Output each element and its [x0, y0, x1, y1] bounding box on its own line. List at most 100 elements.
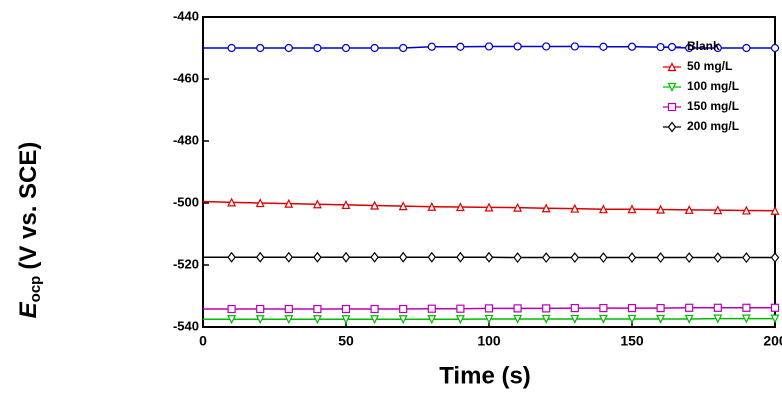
legend-label: 150 mg/L: [687, 99, 739, 113]
legend-label: Blank: [687, 39, 720, 53]
marker: [741, 205, 751, 215]
marker: [427, 42, 436, 51]
marker: [513, 202, 523, 212]
marker: [484, 251, 494, 263]
marker: [599, 42, 608, 51]
marker: [656, 314, 666, 324]
y-axis-label: Eocp (V vs. SCE): [15, 142, 44, 319]
x-tick-label: 100: [477, 333, 501, 349]
marker: [398, 201, 408, 211]
marker: [598, 314, 608, 324]
marker: [513, 252, 522, 264]
marker: [455, 315, 465, 325]
marker: [713, 252, 723, 264]
marker: [227, 304, 236, 314]
marker: [685, 303, 694, 312]
legend-marker: [667, 42, 677, 52]
legend-label: 50 mg/L: [687, 59, 732, 73]
marker: [313, 251, 322, 263]
marker: [312, 315, 322, 325]
marker: [312, 199, 322, 209]
y-tick-label: -440: [173, 8, 199, 23]
y-label-unit: (V vs. SCE): [15, 142, 42, 270]
marker: [742, 303, 751, 312]
marker: [770, 205, 780, 215]
marker: [456, 42, 465, 51]
marker: [456, 304, 465, 313]
legend-marker: [667, 121, 677, 133]
marker: [627, 303, 637, 313]
marker: [599, 252, 608, 264]
x-tick-label: 0: [199, 333, 207, 349]
y-tick-label: -500: [173, 194, 199, 209]
marker: [513, 314, 523, 324]
marker: [541, 252, 551, 264]
legend-label: 100 mg/L: [687, 79, 739, 93]
marker: [684, 252, 694, 264]
marker: [656, 303, 665, 313]
marker: [313, 43, 322, 53]
y-tick-label: -480: [173, 132, 199, 147]
marker: [341, 315, 351, 325]
marker: [541, 314, 551, 324]
marker: [484, 42, 494, 51]
marker: [627, 252, 637, 264]
marker: [255, 198, 265, 208]
marker: [255, 251, 265, 263]
marker: [427, 201, 437, 211]
x-tick-label: 150: [620, 333, 644, 349]
marker: [398, 315, 408, 325]
marker: [370, 200, 380, 210]
x-tick-label: 200: [763, 333, 782, 349]
marker: [256, 43, 265, 53]
marker: [713, 43, 722, 53]
legend-marker: [667, 62, 677, 72]
marker: [484, 202, 494, 212]
marker: [341, 43, 351, 53]
marker: [627, 204, 637, 214]
marker: [713, 205, 723, 215]
marker: [599, 303, 608, 313]
marker: [770, 252, 780, 264]
marker: [713, 314, 723, 324]
x-axis-label: Time (s): [439, 362, 531, 389]
marker: [370, 315, 380, 325]
marker: [284, 304, 293, 314]
marker: [456, 251, 465, 263]
marker: [227, 197, 237, 207]
legend-label: 200 mg/L: [687, 119, 739, 133]
marker: [484, 314, 494, 324]
marker: [427, 304, 436, 313]
marker: [341, 251, 351, 263]
marker: [370, 43, 379, 53]
marker: [370, 251, 379, 263]
y-tick-label: -540: [173, 318, 199, 333]
marker: [656, 252, 665, 264]
marker: [427, 315, 437, 325]
marker: [542, 42, 551, 51]
legend-marker: [667, 82, 677, 92]
marker: [284, 198, 294, 208]
marker: [284, 315, 294, 325]
marker: [513, 42, 522, 51]
marker: [341, 200, 351, 209]
marker: [398, 251, 408, 263]
marker: [570, 314, 580, 324]
marker: [313, 304, 322, 314]
marker: [713, 303, 722, 312]
x-tick-label: 50: [338, 333, 354, 349]
marker: [427, 251, 437, 263]
marker: [570, 42, 579, 51]
marker: [227, 43, 236, 53]
marker: [685, 43, 694, 53]
marker: [284, 251, 294, 263]
y-label-subscript: ocp: [27, 276, 44, 303]
marker: [770, 314, 780, 324]
marker: [598, 204, 608, 214]
y-label-symbol: E: [15, 301, 42, 318]
marker: [370, 304, 379, 314]
marker: [742, 252, 751, 264]
marker: [284, 43, 293, 53]
marker: [227, 251, 236, 263]
